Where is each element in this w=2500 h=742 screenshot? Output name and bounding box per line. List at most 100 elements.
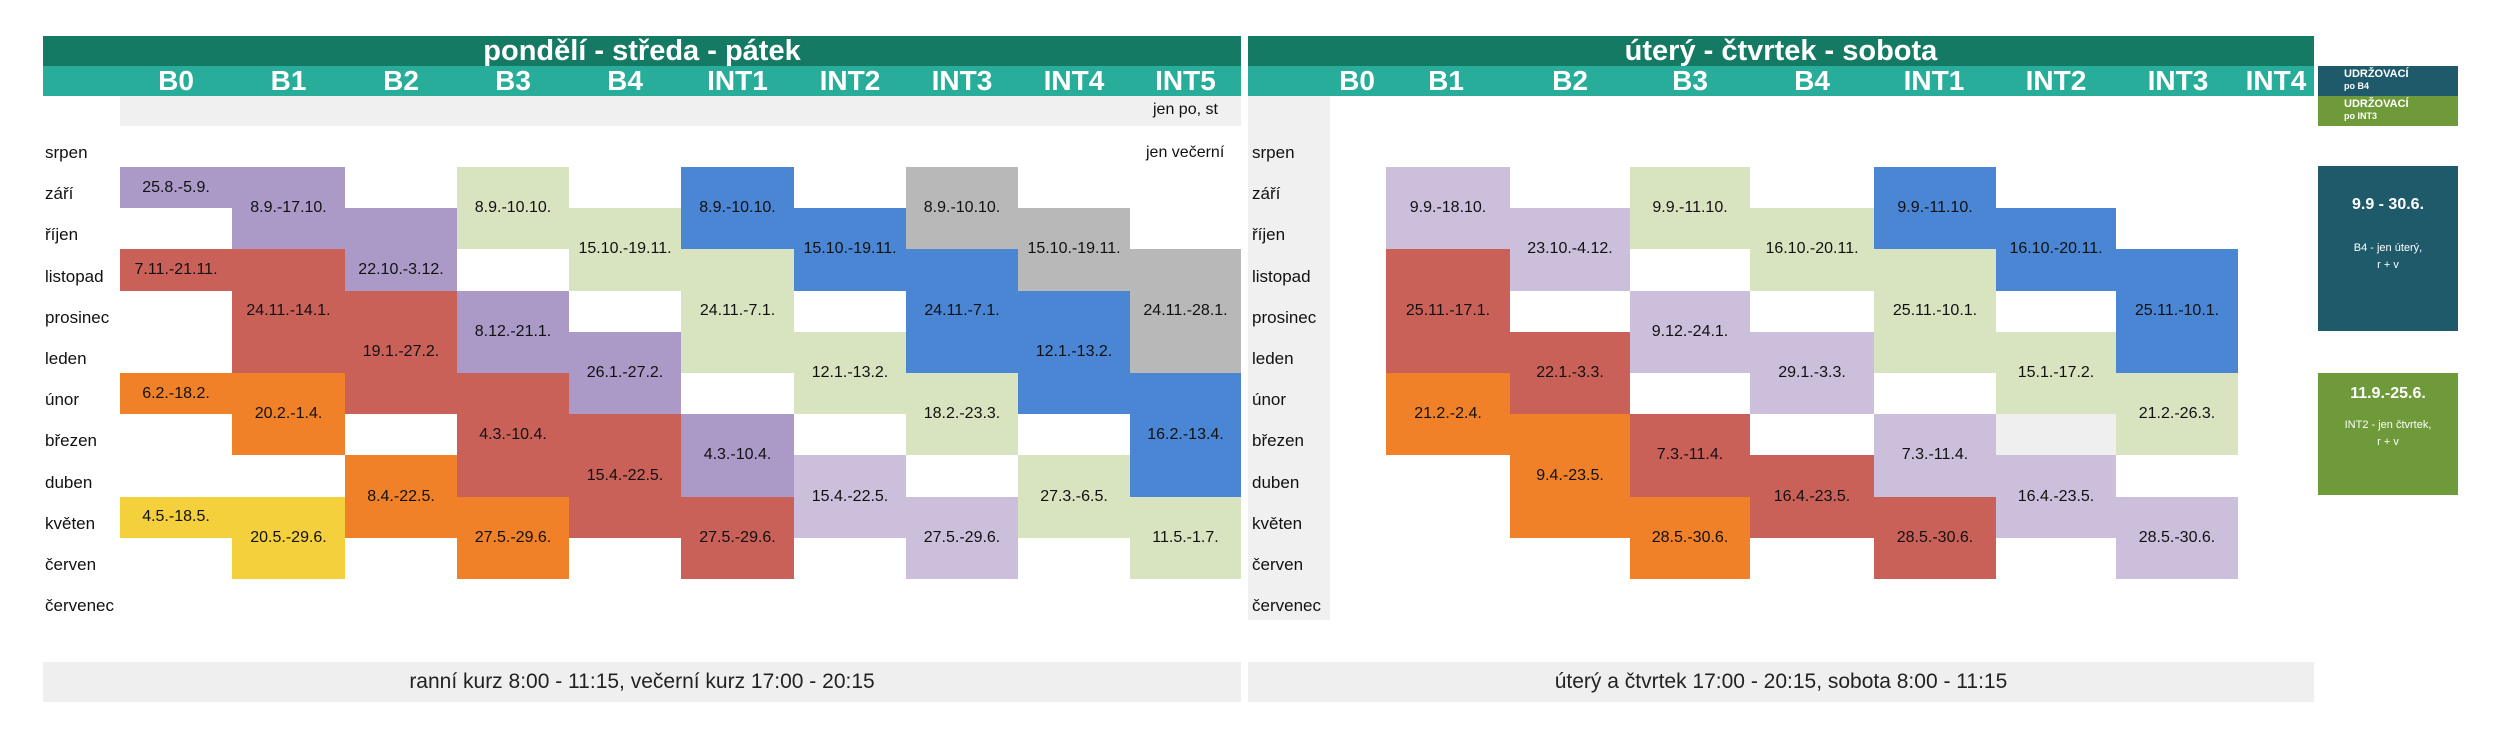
left-course-block: 15.10.-19.11. [794,208,906,291]
right-course-block: 29.1.-3.3. [1750,331,1874,415]
sidebar-maintenance-b4: UDRŽOVACÍ po B4 [2318,66,2458,96]
left-course-block: 25.8.-5.9. [120,167,232,209]
left-column-int5: INT5 [1155,65,1216,96]
left-course-block: 7.11.-21.11. [120,249,232,291]
left-course-block: 27.5.-29.6. [457,496,569,579]
right-course-block: 16.4.-23.5. [1996,455,2116,538]
right-month-label: červenec [1252,596,1321,616]
right-course-block: 16.4.-23.5. [1750,455,1874,538]
right-column-int2: INT2 [2025,65,2087,96]
left-course-block: 4.5.-18.5. [120,496,232,538]
right-month-label: duben [1252,472,1300,492]
left-course-block: 6.2.-18.2. [120,373,232,415]
sidebar-maintenance-int3-sub: po INT3 [2344,111,2377,121]
right-course-block: 25.11.-17.1. [1386,249,1510,373]
left-month-label: červenec [45,596,114,616]
right-column-b4: B4 [1794,65,1830,96]
left-course-block: 15.10.-19.11. [569,208,681,291]
right-month-label: prosinec [1252,307,1317,327]
left-column-header: B0 B1 B2 B3 B4 INT1 INT2 INT3 INT4 INT5 [43,66,1241,96]
left-course-block: 26.1.-27.2. [569,331,681,415]
left-note-evening: jen večerní [1146,144,1225,161]
left-course-block: 4.3.-10.4. [681,414,794,497]
right-month-label: únor [1252,390,1287,410]
right-month-label: říjen [1252,225,1286,245]
left-month-label: duben [45,472,93,492]
right-course-block: 21.2.-26.3. [2116,373,2238,456]
right-course-block: 21.2.-2.4. [1386,373,1510,456]
right-course-block: 16.10.-20.11. [1996,208,2116,291]
left-month-label: říjen [45,225,79,245]
left-course-block: 16.2.-13.4. [1130,373,1241,497]
right-course-block [1996,414,2116,456]
right-column-int4: INT4 [2245,65,2307,96]
right-side-strip [1248,96,1330,620]
right-course-block: 23.10.-4.12. [1510,208,1630,291]
left-course-block: 8.4.-22.5. [345,455,457,538]
left-course-block: 20.5.-29.6. [232,496,345,579]
left-course-block: 4.3.-10.4. [457,373,569,497]
left-course-block: 15.10.-19.11. [1018,208,1130,291]
sidebar-box-b4: 9.9 - 30.6. B4 - jen úterý, r + v [2318,166,2458,331]
right-course-block: 9.9.-11.10. [1874,167,1996,250]
right-course-block: 9.12.-24.1. [1630,290,1750,373]
right-course-block: 28.5.-30.6. [1874,496,1996,579]
right-course-block: 16.10.-20.11. [1750,208,1874,291]
left-column-int3: INT3 [931,65,993,96]
right-course-block: 7.3.-11.4. [1874,414,1996,497]
right-column-int3: INT3 [2147,65,2209,96]
left-course-block: 12.1.-13.2. [794,331,906,415]
right-column-b3: B3 [1672,65,1708,96]
left-course-block: 27.5.-29.6. [906,496,1018,579]
sidebar-box-b4-period: 9.9 - 30.6. [2351,196,2425,213]
left-month-label: květen [45,513,96,533]
right-column-int1: INT1 [1903,65,1965,96]
right-course-block: 28.5.-30.6. [2116,496,2238,579]
left-month-label: září [45,184,74,204]
right-course-block: 7.3.-11.4. [1630,414,1750,497]
left-course-block: 24.11.-28.1. [1130,249,1241,373]
right-column-b0: B0 [1339,65,1375,96]
right-column-b1: B1 [1428,65,1464,96]
right-course-block: 25.11.-10.1. [1874,249,1996,373]
right-course-block: 28.5.-30.6. [1630,496,1750,579]
right-column-header: B0 B1 B2 B3 B4 INT1 INT2 INT3 INT4 [1248,66,2314,96]
right-course-block: 22.1.-3.3. [1510,331,1630,415]
sidebar-maintenance-int3-label: UDRŽOVACÍ [2344,98,2409,110]
sidebar-box-int2: 11.9.-25.6. INT2 - jen čtvrtek, r + v [2318,373,2458,495]
left-column-b3: B3 [495,65,531,96]
left-course-block: 8.9.-17.10. [232,167,345,250]
right-month-label: leden [1252,349,1294,368]
left-course-block: 24.11.-7.1. [906,249,1018,373]
left-column-b2: B2 [383,65,419,96]
left-footer: ranní kurz 8:00 - 11:15, večerní kurz 17… [43,662,1241,702]
left-column-b0: B0 [158,65,194,96]
right-month-label: srpen [1252,143,1295,162]
right-course-block: 9.4.-23.5. [1510,414,1630,538]
left-course-block: 8.9.-10.10. [681,167,794,250]
left-course-block: 19.1.-27.2. [345,290,457,415]
left-month-label: březen [45,431,97,451]
sidebar-box-int2-period: 11.9.-25.6. [2350,385,2426,402]
sidebar-maintenance-int3: UDRŽOVACÍ po INT3 [2318,96,2458,126]
left-column-int2: INT2 [819,65,881,96]
right-course-block: 9.9.-18.10. [1386,167,1510,250]
left-column-b4: B4 [607,65,643,96]
left-month-label: prosinec [45,307,110,327]
right-month-label: květen [1252,513,1303,533]
left-course-block: 8.9.-10.10. [457,167,569,250]
left-month-label: červen [45,555,97,574]
sidebar-box-int2-note: INT2 - jen čtvrtek, r + v [2344,419,2432,448]
right-month-label: září [1252,184,1281,204]
left-title: pondělí - středa - pátek [43,36,1241,66]
left-column-int1: INT1 [707,65,768,96]
left-course-block: 27.3.-6.5. [1018,455,1130,538]
left-course-block: 8.9.-10.10. [906,167,1018,250]
left-course-block: 24.11.-7.1. [681,249,794,373]
left-note-bar [120,96,1241,126]
right-month-label: červen [1252,555,1304,574]
right-course-block: 9.9.-11.10. [1630,167,1750,250]
left-course-block: 15.4.-22.5. [569,414,681,538]
left-course-block: 24.11.-14.1. [232,249,345,373]
left-month-label: únor [45,390,80,410]
